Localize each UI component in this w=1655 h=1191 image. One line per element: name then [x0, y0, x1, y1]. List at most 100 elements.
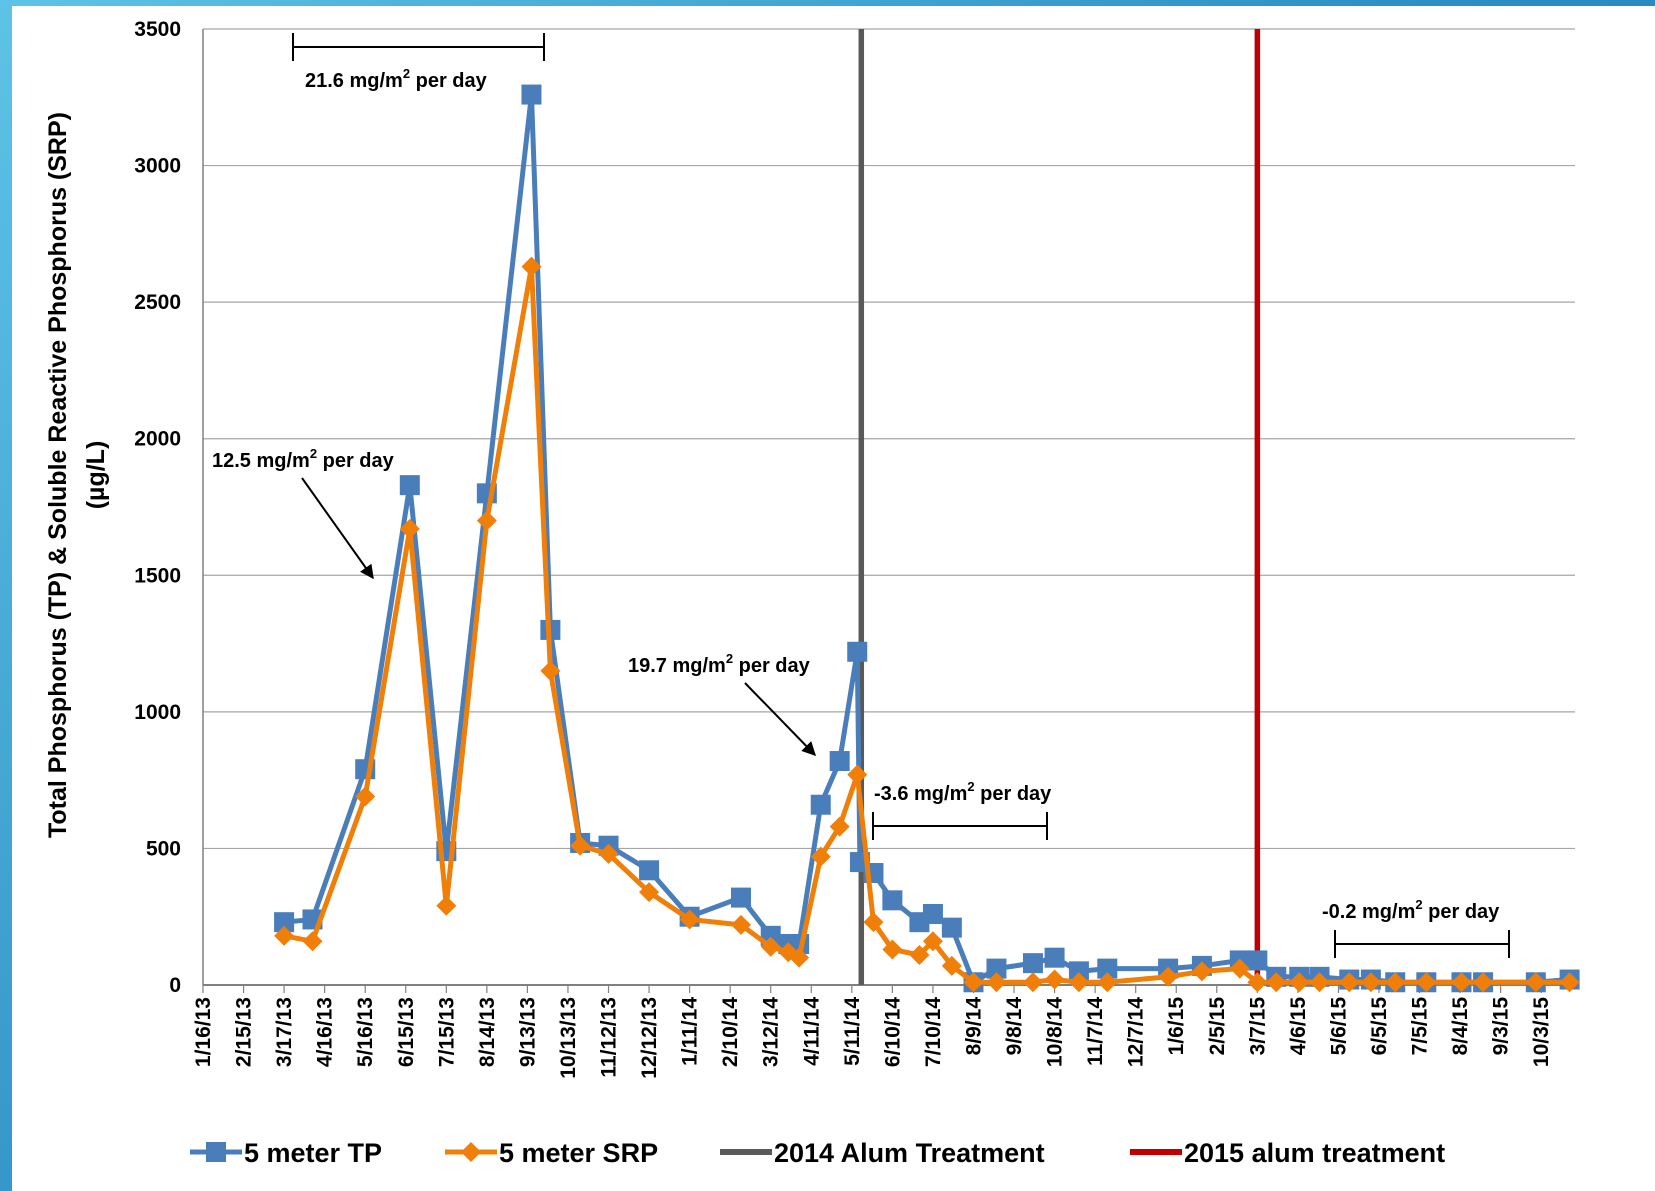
legend-tp-label: 5 meter TP: [244, 1138, 382, 1168]
x-tick-label: 7/15/13: [435, 997, 458, 1067]
srp-data-point: [570, 835, 591, 856]
srp-data-point: [436, 895, 457, 916]
x-tick-label: 3/17/13: [273, 997, 296, 1067]
srp-data-point: [639, 882, 660, 903]
srp-data-point: [963, 972, 984, 993]
x-tick-label: 4/6/15: [1287, 997, 1310, 1056]
srp-series-line: [283, 264, 1570, 985]
legend: 5 meter TP 5 meter SRP 2014 Alum Treatment…: [190, 1138, 1445, 1168]
x-tick-label: 11/7/14: [1084, 997, 1107, 1066]
tp-data-point: [922, 903, 943, 924]
srp-data-point: [1525, 972, 1546, 993]
srp-data-point: [540, 660, 561, 681]
srp-data-point: [1022, 972, 1043, 993]
x-tick-label: 8/9/14: [962, 997, 985, 1056]
srp-data-point: [1068, 972, 1089, 993]
srp-data-point: [1360, 972, 1381, 993]
srp-data-point: [789, 947, 810, 968]
tp-data-point: [1044, 947, 1065, 968]
srp-data-point: [863, 912, 884, 933]
srp-data-point: [1385, 972, 1406, 993]
tp-data-point: [1022, 953, 1043, 974]
x-tick-label: 4/11/14: [800, 997, 823, 1066]
srp-data-point: [986, 972, 1007, 993]
gridlines: [202, 28, 1575, 993]
srp-data-point: [1247, 972, 1268, 993]
srp-data-point: [1559, 972, 1580, 993]
tp-data-point: [730, 887, 751, 908]
srp-data-point: [1473, 972, 1494, 993]
rate-annotation-5: -0.2 mg/m2 per day: [1322, 897, 1500, 923]
tp-data-point: [1247, 950, 1268, 971]
arrow-19-7: [744, 682, 816, 757]
x-tick-label: 5/11/14: [841, 997, 864, 1066]
tp-data-point: [639, 860, 660, 881]
srp-data-point: [274, 925, 295, 946]
arrow-12-5: [301, 477, 374, 580]
srp-data-point: [399, 518, 420, 539]
x-tick-label: 2/5/15: [1206, 997, 1229, 1056]
x-tick-label: 10/13/13: [557, 997, 580, 1079]
y-tick-labels: 0 500 1000 1500 2000 2500 3000 3500: [134, 18, 181, 997]
x-tick-label: 4/16/13: [314, 997, 337, 1067]
srp-data-point: [355, 786, 376, 807]
tp-data-point: [1097, 958, 1118, 979]
srp-data-point: [941, 955, 962, 976]
y-axis-label: Total Phosphorus (TP) & Soluble Reactive…: [44, 112, 72, 838]
rate-annotation-3: 19.7 mg/m2 per day: [628, 651, 811, 677]
y-axis-unit-label: (µg/L): [82, 441, 110, 510]
srp-data-point: [1266, 972, 1287, 993]
srp-data-point: [476, 510, 497, 531]
x-tick-label: 6/15/13: [395, 997, 418, 1067]
srp-data-point: [829, 816, 850, 837]
chart-panel: [12, 6, 1655, 1191]
tp-data-point: [521, 84, 542, 105]
srp-data-point: [882, 939, 903, 960]
rate-annotation-2: 12.5 mg/m2 per day: [212, 446, 395, 472]
x-tick-label: 1/16/13: [192, 997, 215, 1067]
srp-data-point: [760, 936, 781, 957]
legend-alum-2014-label: 2014 Alum Treatment: [774, 1138, 1045, 1168]
x-tick-label: 1/11/14: [679, 997, 702, 1066]
x-tick-label: 9/8/14: [1003, 997, 1026, 1056]
x-tick-label: 2/15/13: [233, 997, 256, 1067]
tp-data-point: [810, 794, 831, 815]
srp-data-point: [1191, 961, 1212, 982]
x-tick-label: 9/3/15: [1490, 997, 1513, 1056]
tp-data-point: [1068, 961, 1089, 982]
x-tick-label: 8/14/13: [476, 997, 499, 1067]
x-tick-label: 12/7/14: [1125, 997, 1148, 1067]
tp-data-point: [399, 475, 420, 496]
srp-data-point: [1309, 972, 1330, 993]
rate-annotation-1: 21.6 mg/m2 per day: [305, 66, 488, 92]
srp-data-point: [922, 931, 943, 952]
x-tick-label: 5/16/13: [354, 997, 377, 1067]
x-tick-label: 10/3/15: [1530, 997, 1553, 1067]
tp-data-point: [847, 641, 868, 662]
x-tick-label: 5/6/15: [1327, 997, 1350, 1056]
x-tick-labels: 1/16/13 2/15/13 3/17/13 4/16/13 5/16/13 6/15/…: [192, 997, 1553, 1079]
y-tick-label: 2000: [134, 428, 181, 451]
legend-srp-label: 5 meter SRP: [499, 1138, 658, 1168]
tp-series-line: [283, 92, 1570, 985]
srp-data-point: [909, 944, 930, 965]
x-tick-label: 11/12/13: [598, 997, 621, 1078]
srp-data-point: [1339, 972, 1360, 993]
x-tick-label: 9/13/13: [516, 997, 539, 1067]
legend-tp-marker: [206, 1142, 226, 1162]
x-tick-label: 3/12/14: [760, 997, 783, 1067]
srp-data-point: [1044, 969, 1065, 990]
x-tick-label: 7/10/14: [922, 997, 945, 1067]
data-series: [274, 84, 1580, 993]
y-tick-label: 500: [146, 837, 181, 860]
srp-data-point: [847, 764, 868, 785]
tp-data-point: [829, 751, 850, 772]
y-tick-label: 1500: [134, 564, 181, 587]
x-tick-label: 1/6/15: [1165, 997, 1188, 1056]
tp-data-point: [941, 917, 962, 938]
y-tick-label: 3500: [134, 18, 181, 41]
srp-data-point: [302, 931, 323, 952]
srp-data-point: [1229, 958, 1250, 979]
y-tick-label: 0: [169, 974, 181, 997]
